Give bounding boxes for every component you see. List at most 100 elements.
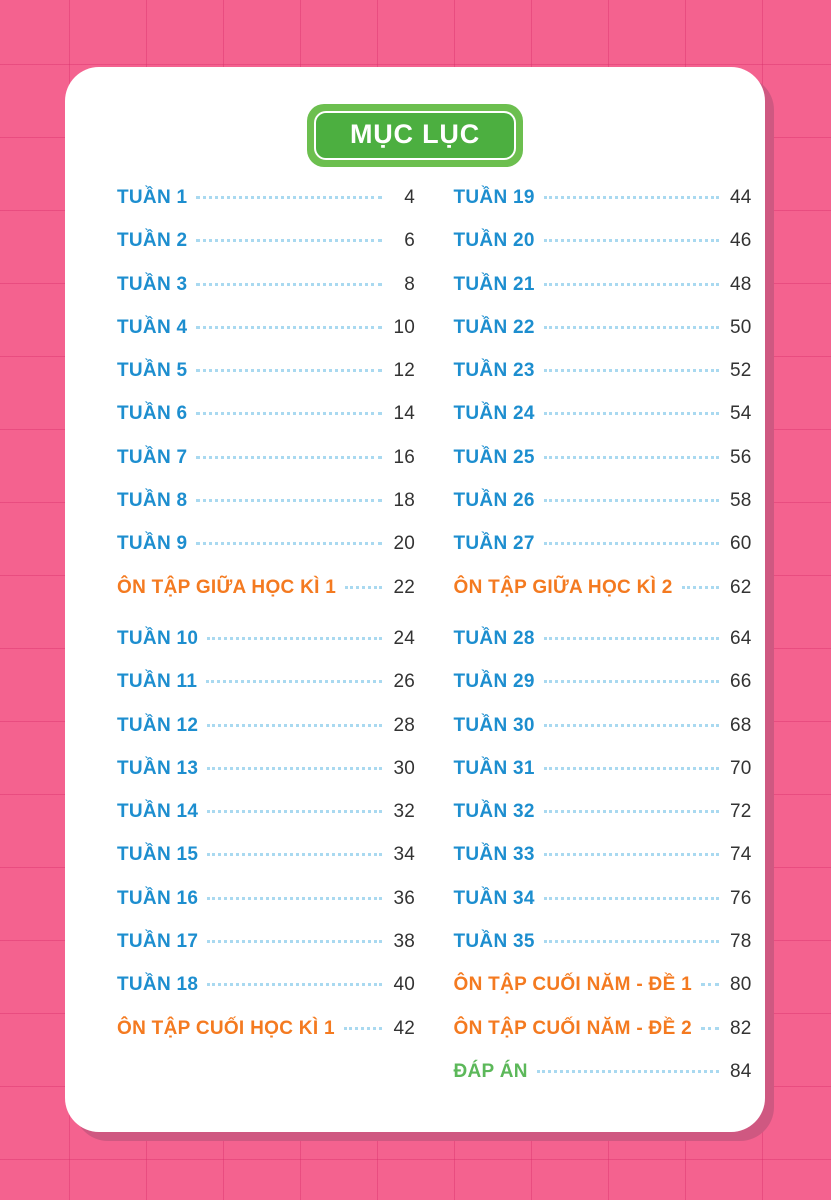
toc-entry[interactable]: TUẦN 6 14 — [117, 403, 415, 446]
toc-entry[interactable]: TUẦN 13 30 — [117, 758, 415, 801]
toc-entry[interactable]: ÔN TẬP CUỐI NĂM - ĐỀ 1 80 — [454, 974, 752, 1017]
toc-entry[interactable]: TUẦN 17 38 — [117, 931, 415, 974]
toc-entry[interactable]: TUẦN 18 40 — [117, 974, 415, 1017]
toc-entry[interactable]: ÔN TẬP CUỐI NĂM - ĐỀ 2 82 — [454, 1018, 752, 1061]
toc-entry[interactable]: TUẦN 25 56 — [454, 447, 752, 490]
toc-entry[interactable]: TUẦN 9 20 — [117, 533, 415, 576]
toc-entry[interactable]: ÔN TẬP GIỮA HỌC KÌ 1 22 — [117, 577, 415, 620]
toc-leader-dots — [207, 809, 382, 814]
toc-entry-label: TUẦN 23 — [453, 360, 535, 382]
toc-leader-dots — [207, 896, 382, 900]
toc-entry[interactable]: TUẦN 11 26 — [117, 671, 415, 714]
toc-leader-dots — [196, 411, 382, 416]
toc-leader-dots — [206, 679, 382, 684]
toc-entry-label: TUẦN 8 — [117, 490, 188, 512]
toc-entry[interactable]: TUẦN 10 24 — [117, 628, 415, 671]
toc-entry-label: TUẦN 13 — [117, 757, 199, 779]
toc-entry-label: TUẦN 12 — [117, 714, 199, 736]
toc-right-column: TUẦN 19 44 TUẦN 20 46 TUẦN 21 48 TUẦN 22 50 TUẦN… — [429, 187, 766, 1104]
toc-entry-label: TUẦN 6 — [117, 403, 188, 425]
toc-entry-page-number: 82 — [729, 1017, 752, 1039]
toc-entry-label: TUẦN 14 — [117, 801, 199, 823]
toc-entry-page-number: 26 — [393, 671, 415, 693]
toc-entry-label: TUẦN 16 — [117, 887, 199, 909]
toc-leader-dots — [543, 723, 719, 727]
toc-entry[interactable]: ÔN TẬP GIỮA HỌC KÌ 2 62 — [454, 577, 752, 620]
toc-entry-label: TUẦN 34 — [453, 887, 535, 909]
toc-entry[interactable]: TUẦN 32 72 — [454, 801, 752, 844]
toc-leader-dots — [196, 455, 382, 459]
toc-entry-label: TUẦN 31 — [453, 757, 535, 779]
toc-entry[interactable]: TUẦN 26 58 — [454, 490, 752, 533]
toc-entry[interactable]: TUẦN 34 76 — [454, 888, 752, 931]
toc-entry-label: TUẦN 28 — [453, 627, 535, 649]
toc-entry[interactable]: ĐÁP ÁN 84 — [454, 1061, 752, 1104]
toc-leader-dots — [543, 325, 719, 329]
toc-entry[interactable]: TUẦN 33 74 — [454, 844, 752, 887]
toc-entry[interactable]: TUẦN 21 48 — [454, 274, 752, 317]
toc-entry-page-number: 76 — [729, 887, 752, 909]
toc-entry-label: TUẦN 1 — [117, 187, 188, 208]
toc-leader-dots — [543, 455, 719, 459]
toc-leader-dots — [207, 723, 382, 727]
toc-entry[interactable]: TUẦN 4 10 — [117, 317, 415, 360]
page-title-container: MỤC LỤC — [65, 104, 765, 167]
toc-entry[interactable]: TUẦN 20 46 — [454, 230, 752, 273]
toc-entry-page-number: 34 — [393, 844, 415, 866]
toc-entry-page-number: 38 — [393, 931, 415, 953]
toc-entry-label: ÔN TẬP GIỮA HỌC KÌ 2 — [453, 576, 673, 598]
toc-entry[interactable]: TUẦN 30 68 — [454, 715, 752, 758]
toc-entry[interactable]: TUẦN 23 52 — [454, 360, 752, 403]
toc-entry-page-number: 46 — [729, 230, 752, 252]
toc-entry[interactable]: TUẦN 31 70 — [454, 758, 752, 801]
toc-entry[interactable]: TUẦN 2 6 — [117, 230, 415, 273]
toc-leader-dots — [543, 282, 719, 286]
toc-entry-label: TUẦN 24 — [453, 403, 535, 425]
toc-entry[interactable]: TUẦN 35 78 — [454, 931, 752, 974]
toc-entry[interactable]: ÔN TẬP CUỐI HỌC KÌ 1 42 — [117, 1018, 415, 1061]
toc-entry-label: TUẦN 18 — [117, 974, 199, 996]
toc-entry-label: TUẦN 4 — [117, 316, 188, 338]
toc-entry-page-number: 60 — [729, 533, 752, 555]
toc-entry[interactable]: TUẦN 24 54 — [454, 403, 752, 446]
toc-entry-label: TUẦN 5 — [117, 360, 188, 382]
toc-entry[interactable]: TUẦN 7 16 — [117, 447, 415, 490]
toc-entry-label: TUẦN 22 — [453, 316, 535, 338]
toc-entry[interactable]: TUẦN 16 36 — [117, 888, 415, 931]
toc-leader-dots — [207, 982, 382, 987]
toc-entry-label: TUẦN 15 — [117, 844, 199, 866]
toc-entry-label: ÔN TẬP CUỐI NĂM - ĐỀ 2 — [453, 1017, 692, 1039]
toc-entry[interactable]: TUẦN 3 8 — [117, 274, 415, 317]
toc-entry[interactable]: TUẦN 5 12 — [117, 360, 415, 403]
toc-entry-label: ÔN TẬP GIỮA HỌC KÌ 1 — [117, 576, 337, 598]
toc-leader-dots — [543, 411, 719, 416]
toc-entry-page-number: 30 — [393, 757, 415, 779]
toc-entry[interactable]: TUẦN 14 32 — [117, 801, 415, 844]
toc-entry[interactable]: TUẦN 29 66 — [454, 671, 752, 714]
toc-leader-dots — [543, 541, 719, 546]
toc-entry-label: ÔN TẬP CUỐI HỌC KÌ 1 — [117, 1017, 335, 1039]
toc-entry-page-number: 52 — [729, 360, 752, 382]
toc-entry-page-number: 44 — [729, 187, 752, 208]
toc-left-column: TUẦN 1 4 TUẦN 2 6 TUẦN 3 8 TUẦN 4 10 TUẦN 5 12 TUẦ… — [65, 187, 429, 1104]
toc-entry-label: ĐÁP ÁN — [453, 1060, 528, 1082]
toc-entry[interactable]: TUẦN 15 34 — [117, 844, 415, 887]
toc-entry-label: TUẦN 9 — [117, 533, 188, 555]
toc-entry[interactable]: TUẦN 22 50 — [454, 317, 752, 360]
toc-entry[interactable]: TUẦN 8 18 — [117, 490, 415, 533]
toc-entry[interactable]: TUẦN 19 44 — [454, 187, 752, 230]
toc-entry-page-number: 58 — [729, 490, 752, 512]
toc-entry-label: TUẦN 30 — [453, 714, 535, 736]
toc-entry[interactable]: TUẦN 1 4 — [117, 187, 415, 230]
toc-entry[interactable]: TUẦN 12 28 — [117, 715, 415, 758]
toc-leader-dots — [196, 282, 382, 286]
toc-entry-page-number: 78 — [729, 931, 752, 953]
toc-entry-page-number: 16 — [393, 446, 415, 468]
toc-leader-dots — [207, 852, 382, 857]
toc-entry-label: TUẦN 17 — [117, 931, 199, 953]
toc-entry-page-number: 56 — [729, 446, 752, 468]
toc-entry-label: TUẦN 26 — [453, 490, 535, 512]
toc-leader-dots — [543, 852, 719, 857]
toc-entry[interactable]: TUẦN 27 60 — [454, 533, 752, 576]
toc-entry[interactable]: TUẦN 28 64 — [454, 628, 752, 671]
